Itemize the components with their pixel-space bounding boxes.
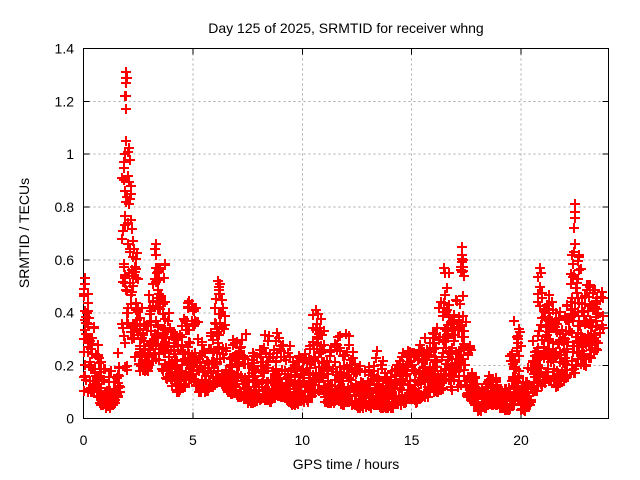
x-tick-label: 15 — [404, 432, 420, 448]
y-tick-label: 0.4 — [55, 305, 75, 321]
x-tick-label: 10 — [294, 432, 310, 448]
y-tick-label: 0 — [66, 410, 74, 426]
x-tick-label: 20 — [513, 432, 529, 448]
y-tick-label: 1 — [66, 146, 74, 162]
y-tick-label: 1.2 — [55, 93, 75, 109]
y-tick-label: 0.8 — [55, 199, 75, 215]
gridlines — [83, 48, 609, 419]
chart-title: Day 125 of 2025, SRMTID for receiver whn… — [208, 20, 483, 36]
scatter-points — [79, 67, 608, 416]
y-tick-label: 0.2 — [55, 358, 75, 374]
y-axis-label: SRMTID / TECUs — [16, 178, 32, 288]
plot-border — [83, 48, 609, 419]
y-tick-label: 0.6 — [55, 252, 75, 268]
x-axis-label: GPS time / hours — [293, 456, 400, 472]
x-tick-label: 5 — [189, 432, 197, 448]
x-tick-label: 0 — [80, 432, 88, 448]
y-tick-label: 1.4 — [55, 40, 75, 56]
